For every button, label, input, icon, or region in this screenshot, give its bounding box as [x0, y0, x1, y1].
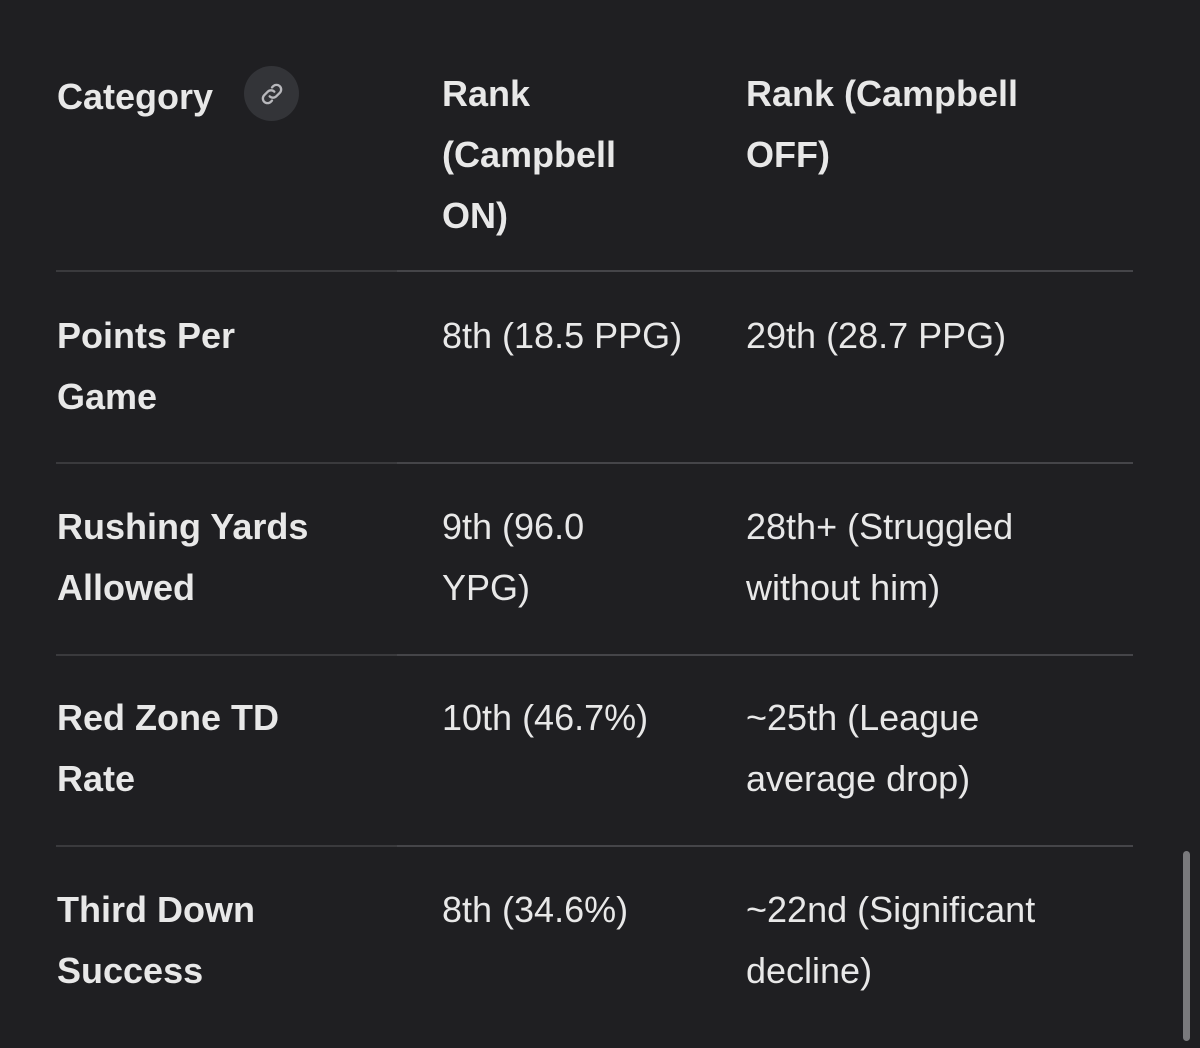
row-rank-off: 28th+ (Struggled without him) [746, 506, 1014, 608]
row-divider [56, 270, 1133, 272]
header-rank-off: Rank (Campbell OFF) [746, 73, 1019, 175]
row-divider [56, 845, 1133, 847]
header-rank-on: Rank (Campbell ON) [442, 73, 617, 236]
row-rank-on: 9th (96.0 YPG) [442, 506, 585, 608]
row-category: Red Zone TD Rate [57, 697, 279, 799]
row-category: Points Per Game [57, 315, 236, 417]
row-category: Rushing Yards Allowed [57, 506, 309, 608]
row-divider [56, 654, 1133, 656]
row-rank-off: ~22nd (Significant decline) [746, 889, 1036, 991]
row-rank-on: 8th (34.6%) [442, 889, 629, 930]
header-category: Category [57, 76, 214, 117]
row-divider [56, 462, 1133, 464]
row-category: Third Down Success [57, 889, 255, 991]
vertical-scrollbar[interactable] [1183, 851, 1190, 1041]
row-rank-on: 8th (18.5 PPG) [442, 315, 683, 356]
link-icon[interactable] [244, 66, 299, 121]
row-rank-on: 10th (46.7%) [442, 697, 649, 738]
row-rank-off: ~25th (League average drop) [746, 697, 980, 799]
row-rank-off: 29th (28.7 PPG) [746, 315, 1007, 356]
